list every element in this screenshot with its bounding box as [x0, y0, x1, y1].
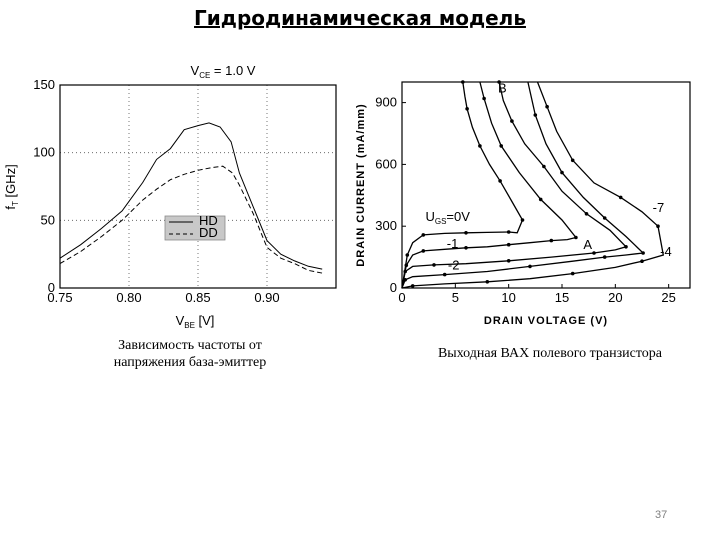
x-tick-label: 15	[555, 290, 569, 305]
data-point	[478, 144, 482, 148]
chart-left-xlabel: VBE [V]	[176, 313, 215, 330]
gate-voltage-label: UGS=0V	[425, 209, 470, 226]
series-line	[401, 81, 645, 289]
chart-drain-iv: 0 5 10 15 20 25 0 300 600 900 B A -7 -4 -1 -2 UGS=0V D…	[355, 80, 691, 327]
data-point	[641, 251, 645, 255]
legend-label-dd: DD	[199, 225, 218, 240]
caption-left-line2: напряжения база-эмиттер	[113, 355, 267, 370]
annotation-label: -7	[653, 200, 665, 215]
data-point	[464, 231, 468, 235]
data-point	[602, 216, 607, 220]
annotation-label: A	[583, 237, 592, 252]
caption-right: Выходная ВАХ полевого транзистора	[437, 346, 663, 361]
data-point	[533, 113, 538, 117]
data-point	[461, 80, 465, 84]
data-point	[560, 170, 564, 175]
chart-fT-vs-VBE: VCE = 1.0 V 0.75 0.80 0.85 0.90 0 50 100 150 HD…	[3, 63, 337, 330]
y-tick-label: 300	[375, 218, 397, 233]
chart-left-title: VCE = 1.0 V	[191, 63, 256, 80]
data-point	[405, 253, 410, 257]
chart-left-legend: HD DD	[164, 213, 226, 241]
series-line-dd	[59, 165, 323, 274]
x-tick-label: 0.85	[185, 290, 210, 305]
chart-left-series	[59, 122, 323, 274]
caption-left: Зависимость частоты от напряжения база-э…	[80, 337, 300, 371]
data-point	[421, 249, 426, 253]
y-tick-label: 150	[33, 77, 55, 92]
data-point	[545, 104, 549, 109]
y-tick-label: 100	[33, 145, 55, 160]
data-point	[421, 233, 426, 237]
data-point	[506, 230, 511, 234]
annotation-label: -1	[447, 236, 459, 251]
data-point	[410, 284, 415, 288]
data-point	[538, 197, 543, 202]
x-tick-label: 0	[398, 290, 405, 305]
chart-right-ylabel: DRAIN CURRENT (mA/mm)	[355, 103, 367, 266]
series-line-hd	[59, 122, 323, 270]
data-point	[464, 246, 468, 250]
data-point	[465, 107, 469, 111]
y-tick-label: 50	[41, 212, 55, 227]
annotation-label: -2	[448, 257, 460, 272]
series-line	[401, 81, 524, 289]
data-point	[602, 255, 607, 259]
data-point	[403, 278, 407, 282]
data-point	[485, 280, 490, 284]
series-line	[401, 81, 665, 289]
x-tick-label: 20	[608, 290, 622, 305]
data-point	[542, 164, 546, 169]
page-number: 37	[655, 509, 668, 521]
x-tick-label: 0.90	[254, 290, 279, 305]
x-tick-label: 0.80	[116, 290, 141, 305]
data-point	[618, 195, 623, 200]
data-point	[656, 224, 660, 228]
x-tick-label: 5	[452, 290, 459, 305]
data-point	[432, 263, 436, 267]
data-point	[549, 238, 554, 243]
series-line	[401, 81, 628, 289]
y-tick-label: 0	[48, 280, 55, 295]
y-tick-label: 900	[375, 95, 397, 110]
x-tick-label: 25	[661, 290, 675, 305]
y-tick-label: 0	[390, 280, 397, 295]
data-point	[574, 235, 578, 240]
data-point	[570, 158, 575, 163]
data-point	[482, 96, 486, 101]
x-tick-label: 0.75	[47, 290, 72, 305]
chart-left-plot-frame	[59, 84, 337, 289]
data-point	[640, 259, 644, 263]
chart-right-series	[401, 80, 665, 289]
data-point	[403, 269, 407, 274]
data-point	[584, 212, 589, 216]
data-point	[442, 272, 447, 277]
chart-right-tick-labels: 0 5 10 15 20 25 0 300 600 900	[375, 95, 676, 305]
page-title: Гидродинамическая модель	[194, 6, 526, 30]
y-tick-label: 600	[375, 156, 397, 171]
annotation-label: B	[498, 80, 507, 95]
chart-left-grid	[60, 85, 336, 288]
data-point	[570, 271, 575, 276]
data-point	[592, 251, 596, 255]
data-point	[520, 218, 525, 222]
chart-left-ylabel: fT [GHz]	[3, 164, 20, 209]
data-point	[624, 245, 628, 249]
data-point	[506, 242, 511, 247]
data-point	[499, 144, 503, 148]
legend-label-hd: HD	[199, 213, 218, 228]
data-point	[528, 264, 532, 269]
x-tick-label: 10	[501, 290, 515, 305]
data-point	[498, 179, 502, 183]
chart-left-tick-labels: 0.75 0.80 0.85 0.90 0 50 100 150	[33, 77, 279, 305]
chart-right-annotations: B A -7 -4 -1 -2	[447, 80, 672, 272]
data-point	[510, 119, 514, 123]
data-point	[506, 259, 511, 263]
data-point	[497, 80, 501, 84]
caption-left-line1: Зависимость частоты от	[118, 338, 262, 353]
annotation-label: -4	[660, 244, 672, 259]
legend-box	[164, 215, 226, 241]
chart-right-plot-frame	[401, 81, 691, 289]
chart-right-xlabel: DRAIN VOLTAGE (V)	[484, 315, 608, 327]
data-point	[404, 263, 409, 268]
